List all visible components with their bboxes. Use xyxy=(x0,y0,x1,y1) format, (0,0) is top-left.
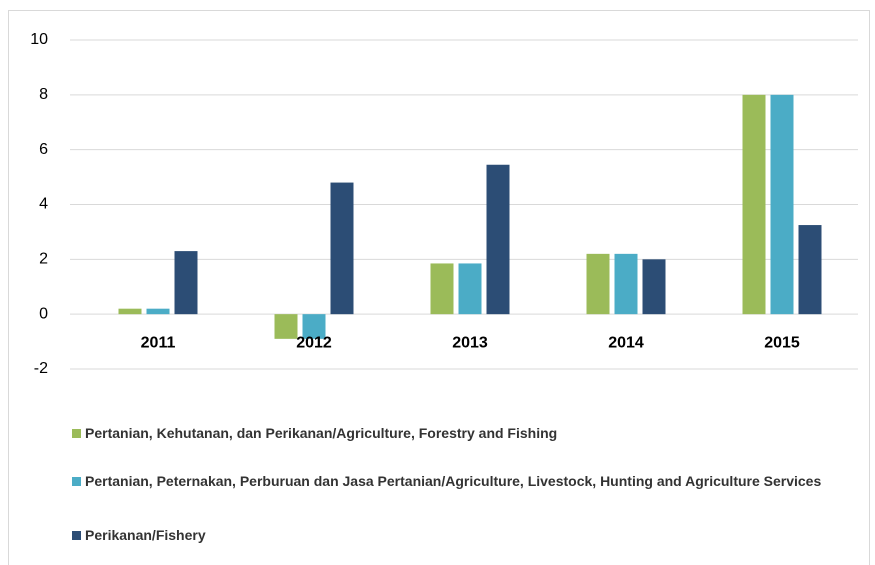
bar xyxy=(174,251,198,315)
bar xyxy=(302,314,326,339)
y-tick-label: 2 xyxy=(39,251,48,268)
bar xyxy=(430,263,454,315)
bar xyxy=(486,164,510,315)
bar xyxy=(742,94,766,315)
x-tick-label: 2013 xyxy=(452,334,488,351)
bar xyxy=(614,253,638,315)
y-tick-label: 10 xyxy=(30,31,48,48)
y-tick-label: 8 xyxy=(39,86,48,103)
bar xyxy=(642,259,666,315)
bar xyxy=(586,253,610,315)
y-tick-label: 6 xyxy=(39,141,48,158)
y-tick-label: -2 xyxy=(34,360,48,377)
legend-label: Pertanian, Peternakan, Perburuan dan Jas… xyxy=(85,473,822,489)
bar xyxy=(330,182,354,315)
x-tick-label: 2015 xyxy=(764,334,800,351)
legend-swatch xyxy=(72,531,81,540)
bar xyxy=(770,94,794,315)
x-tick-label: 2011 xyxy=(141,334,176,351)
y-tick-label: 0 xyxy=(39,305,48,322)
chart-border xyxy=(8,10,870,565)
legend-swatch xyxy=(72,477,81,486)
bar xyxy=(798,225,822,315)
bar xyxy=(118,308,142,315)
y-tick-label: 4 xyxy=(39,196,48,213)
x-tick-label: 2012 xyxy=(296,334,332,351)
legend-swatch xyxy=(72,429,81,438)
legend-label: Perikanan/Fishery xyxy=(85,527,206,543)
legend-item: Pertanian, Kehutanan, dan Perikanan/Agri… xyxy=(70,424,557,442)
legend-label: Pertanian, Kehutanan, dan Perikanan/Agri… xyxy=(85,425,558,441)
bar xyxy=(146,308,170,315)
legend-item: Perikanan/Fishery xyxy=(70,526,206,544)
x-tick-label: 2014 xyxy=(608,334,644,351)
legend-item: Pertanian, Peternakan, Perburuan dan Jas… xyxy=(70,472,821,490)
bar xyxy=(274,314,298,339)
bar xyxy=(458,263,482,315)
